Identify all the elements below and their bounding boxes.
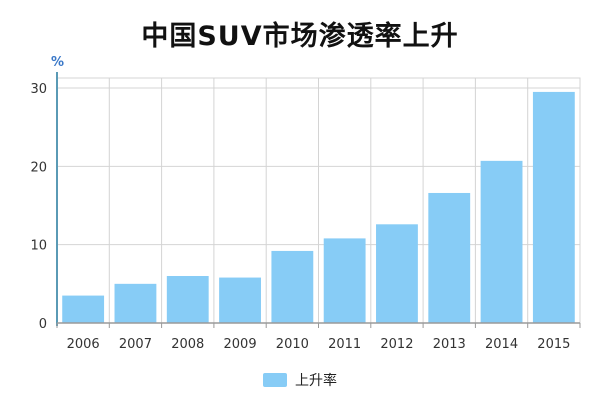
labels-layer: 0 10 20 30 2006 2007 2008 2009 2010 2011 2012 2013 2…	[30, 82, 570, 352]
x-tick-label: 2011	[328, 337, 361, 352]
bar-2010	[271, 250, 314, 323]
bar-2015	[532, 91, 575, 324]
y-tick-label: 10	[30, 239, 47, 254]
bar-2007	[114, 283, 157, 323]
x-tick-label: 2013	[433, 337, 466, 352]
x-tick-label: 2007	[119, 337, 152, 352]
y-tick-label: 30	[30, 82, 47, 97]
legend-label: 上升率	[295, 373, 337, 389]
y-tick-label: 20	[30, 160, 47, 175]
legend-swatch	[263, 373, 287, 387]
chart-legend: 上升率	[0, 370, 600, 390]
axes-layer	[56, 72, 581, 328]
x-tick-label: 2012	[380, 337, 413, 352]
bar-2006	[62, 295, 105, 323]
x-tick-label: 2009	[224, 337, 257, 352]
x-tick-label: 2008	[171, 337, 204, 352]
bar-2009	[219, 277, 261, 323]
y-tick-label: 0	[39, 317, 47, 332]
x-tick-label: 2010	[276, 337, 309, 352]
chart-title: 中国SUV市场渗透率上升	[141, 21, 459, 52]
bar-2011	[323, 238, 366, 323]
x-tick-label: 2006	[67, 337, 100, 352]
x-tick-label: 2015	[537, 337, 570, 352]
grid-layer	[56, 77, 581, 324]
bar-2008	[166, 276, 209, 323]
bar-2014	[480, 160, 523, 323]
y-axis-unit: %	[51, 55, 65, 70]
bar-2012	[376, 224, 418, 323]
bar-2013	[428, 192, 471, 323]
bars-layer	[62, 91, 575, 324]
x-tick-label: 2014	[485, 337, 518, 352]
